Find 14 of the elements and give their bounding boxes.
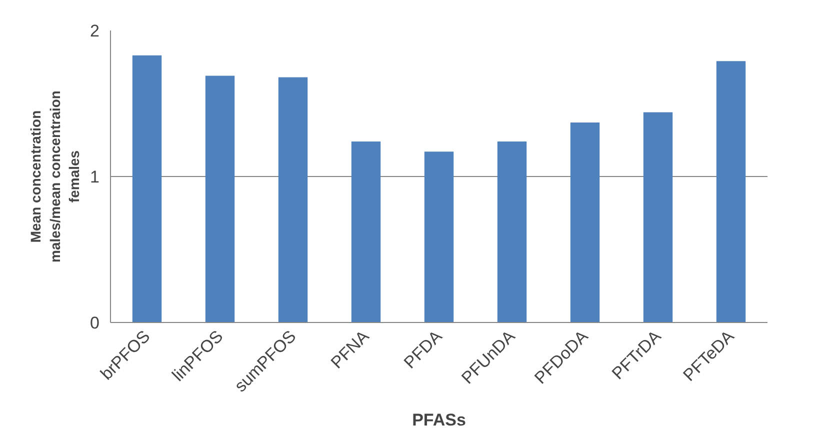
bar bbox=[570, 122, 600, 322]
y-tick-label: 2 bbox=[90, 22, 100, 40]
bar bbox=[278, 77, 308, 322]
y-tick-label: 0 bbox=[90, 314, 100, 332]
bar bbox=[643, 112, 673, 322]
bar bbox=[424, 152, 454, 322]
bar bbox=[132, 55, 162, 322]
y-axis-title: Mean concentration males/mean concentraion females bbox=[28, 90, 82, 262]
x-axis-title: PFASs bbox=[412, 410, 466, 430]
bar bbox=[497, 141, 527, 322]
y-tick-label: 1 bbox=[90, 168, 100, 186]
bar bbox=[716, 61, 746, 322]
bar bbox=[205, 76, 235, 322]
bar bbox=[351, 141, 381, 322]
